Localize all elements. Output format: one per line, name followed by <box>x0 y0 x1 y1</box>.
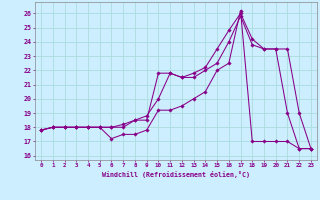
X-axis label: Windchill (Refroidissement éolien,°C): Windchill (Refroidissement éolien,°C) <box>102 171 250 178</box>
